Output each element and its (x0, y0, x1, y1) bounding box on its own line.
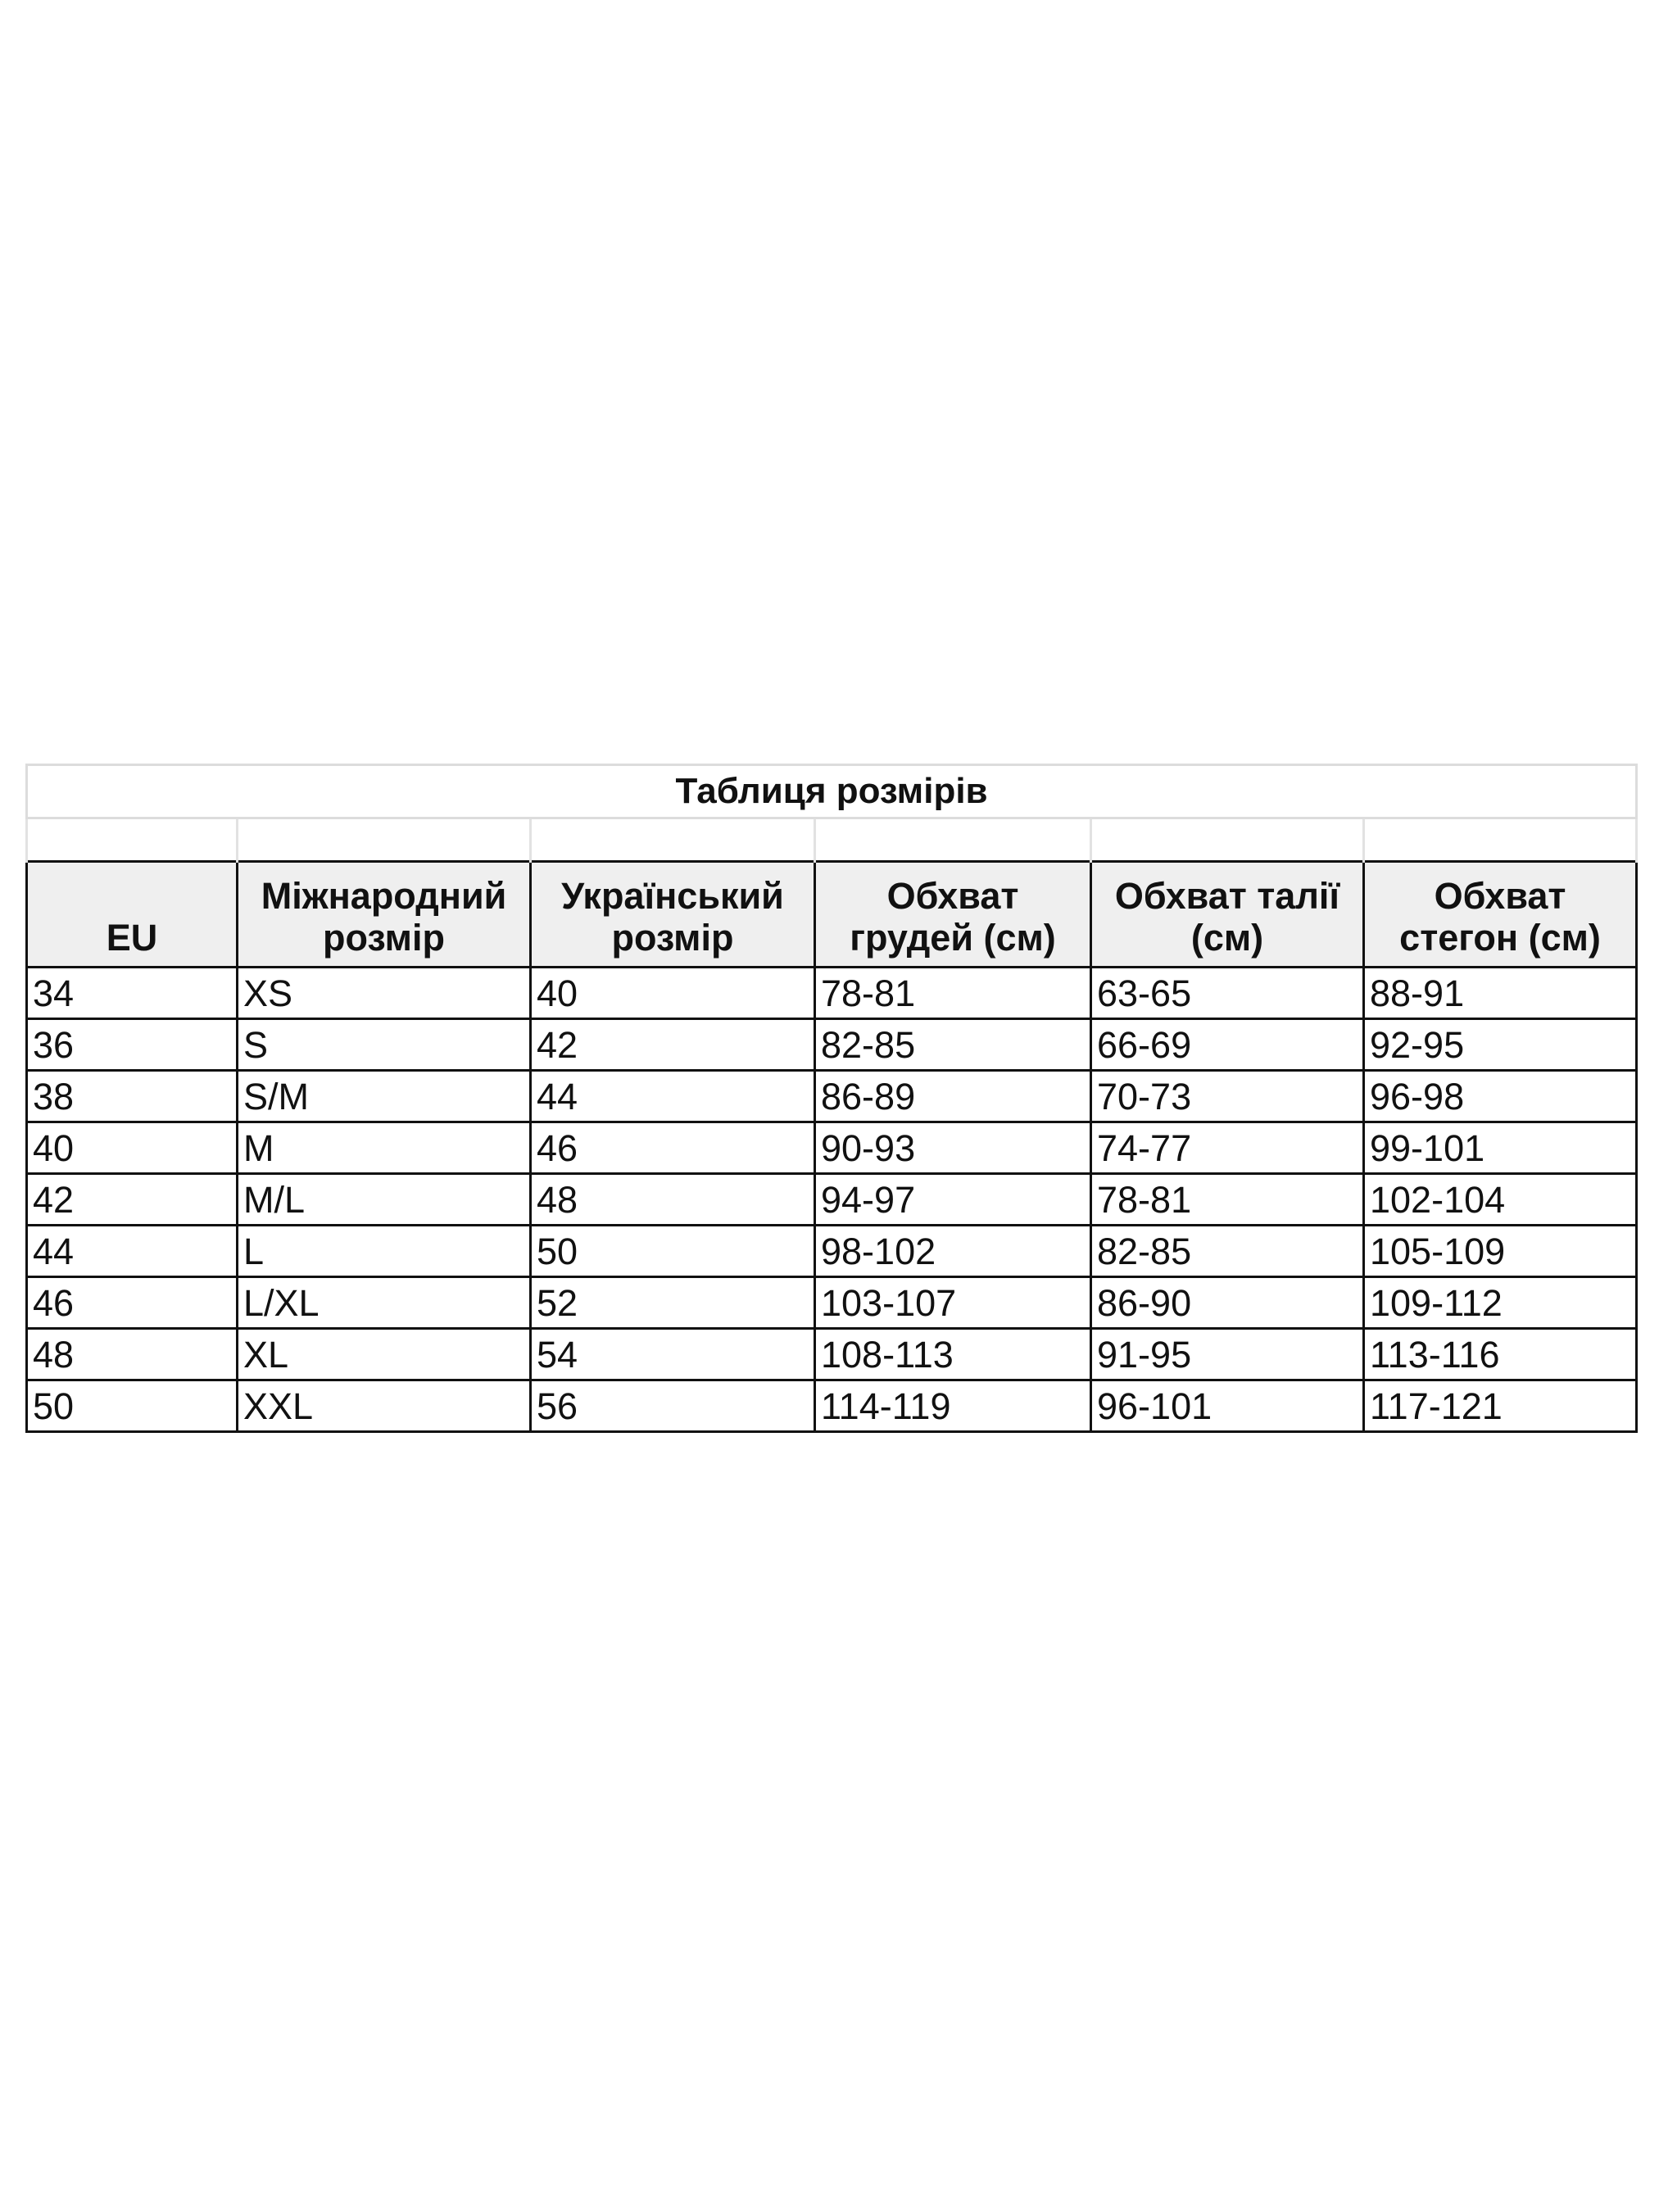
cell-ukrainian: 44 (529, 1069, 816, 1123)
cell-ukrainian: 52 (529, 1276, 816, 1330)
header-ukrainian-size: Український розмір (529, 860, 816, 968)
cell-chest: 108-113 (814, 1327, 1092, 1381)
cell-eu: 40 (25, 1121, 238, 1175)
cell-chest: 114-119 (814, 1379, 1092, 1433)
cell-waist: 86-90 (1090, 1276, 1365, 1330)
cell-hips: 102-104 (1362, 1172, 1639, 1226)
spacer-row (25, 817, 1639, 862)
cell-chest: 82-85 (814, 1018, 1092, 1072)
empty-cell (529, 817, 816, 862)
cell-international: XXL (236, 1379, 532, 1433)
cell-chest: 86-89 (814, 1069, 1092, 1123)
header-waist: Обхват талії (см) (1090, 860, 1365, 968)
cell-waist: 91-95 (1090, 1327, 1365, 1381)
table-row: 50 XXL 56 114-119 96-101 117-121 (25, 1379, 1639, 1433)
header-eu: EU (25, 860, 238, 968)
header-chest: Обхват грудей (см) (814, 860, 1092, 968)
cell-international: S/M (236, 1069, 532, 1123)
table-row: 46 L/XL 52 103-107 86-90 109-112 (25, 1276, 1639, 1330)
cell-hips: 99-101 (1362, 1121, 1639, 1175)
empty-cell (1362, 817, 1639, 862)
cell-waist: 66-69 (1090, 1018, 1365, 1072)
cell-waist: 82-85 (1090, 1224, 1365, 1278)
table-title: Таблиця розмірів (25, 764, 1639, 819)
cell-ukrainian: 50 (529, 1224, 816, 1278)
header-hips: Обхват стегон (см) (1362, 860, 1639, 968)
cell-eu: 34 (25, 966, 238, 1020)
table-row: 44 L 50 98-102 82-85 105-109 (25, 1224, 1639, 1278)
cell-international: XL (236, 1327, 532, 1381)
cell-international: L (236, 1224, 532, 1278)
cell-eu: 38 (25, 1069, 238, 1123)
table-row: 48 XL 54 108-113 91-95 113-116 (25, 1327, 1639, 1381)
table-row: 42 M/L 48 94-97 78-81 102-104 (25, 1172, 1639, 1226)
empty-cell (236, 817, 532, 862)
cell-ukrainian: 48 (529, 1172, 816, 1226)
cell-waist: 70-73 (1090, 1069, 1365, 1123)
empty-cell (814, 817, 1092, 862)
cell-ukrainian: 54 (529, 1327, 816, 1381)
title-row: Таблиця розмірів (25, 764, 1639, 819)
cell-chest: 98-102 (814, 1224, 1092, 1278)
cell-eu: 44 (25, 1224, 238, 1278)
cell-hips: 105-109 (1362, 1224, 1639, 1278)
cell-eu: 46 (25, 1276, 238, 1330)
cell-hips: 92-95 (1362, 1018, 1639, 1072)
cell-chest: 103-107 (814, 1276, 1092, 1330)
size-chart: Таблиця розмірів EU Міжнародний розмір У… (25, 764, 1639, 1433)
cell-waist: 78-81 (1090, 1172, 1365, 1226)
table-row: 34 XS 40 78-81 63-65 88-91 (25, 966, 1639, 1020)
cell-hips: 113-116 (1362, 1327, 1639, 1381)
cell-chest: 90-93 (814, 1121, 1092, 1175)
cell-ukrainian: 46 (529, 1121, 816, 1175)
cell-chest: 78-81 (814, 966, 1092, 1020)
empty-cell (1090, 817, 1365, 862)
cell-hips: 109-112 (1362, 1276, 1639, 1330)
cell-international: XS (236, 966, 532, 1020)
table-row: 38 S/M 44 86-89 70-73 96-98 (25, 1069, 1639, 1123)
cell-hips: 117-121 (1362, 1379, 1639, 1433)
cell-chest: 94-97 (814, 1172, 1092, 1226)
table-row: 40 M 46 90-93 74-77 99-101 (25, 1121, 1639, 1175)
cell-waist: 63-65 (1090, 966, 1365, 1020)
cell-waist: 74-77 (1090, 1121, 1365, 1175)
cell-eu: 50 (25, 1379, 238, 1433)
cell-eu: 36 (25, 1018, 238, 1072)
cell-international: L/XL (236, 1276, 532, 1330)
table-row: 36 S 42 82-85 66-69 92-95 (25, 1018, 1639, 1072)
cell-ukrainian: 40 (529, 966, 816, 1020)
cell-ukrainian: 42 (529, 1018, 816, 1072)
cell-ukrainian: 56 (529, 1379, 816, 1433)
cell-international: S (236, 1018, 532, 1072)
cell-hips: 88-91 (1362, 966, 1639, 1020)
empty-cell (25, 817, 238, 862)
cell-international: M/L (236, 1172, 532, 1226)
cell-eu: 48 (25, 1327, 238, 1381)
size-table: Таблиця розмірів EU Міжнародний розмір У… (25, 764, 1639, 1433)
cell-eu: 42 (25, 1172, 238, 1226)
cell-international: M (236, 1121, 532, 1175)
header-row: EU Міжнародний розмір Український розмір… (25, 860, 1639, 968)
cell-hips: 96-98 (1362, 1069, 1639, 1123)
cell-waist: 96-101 (1090, 1379, 1365, 1433)
header-international-size: Міжнародний розмір (236, 860, 532, 968)
